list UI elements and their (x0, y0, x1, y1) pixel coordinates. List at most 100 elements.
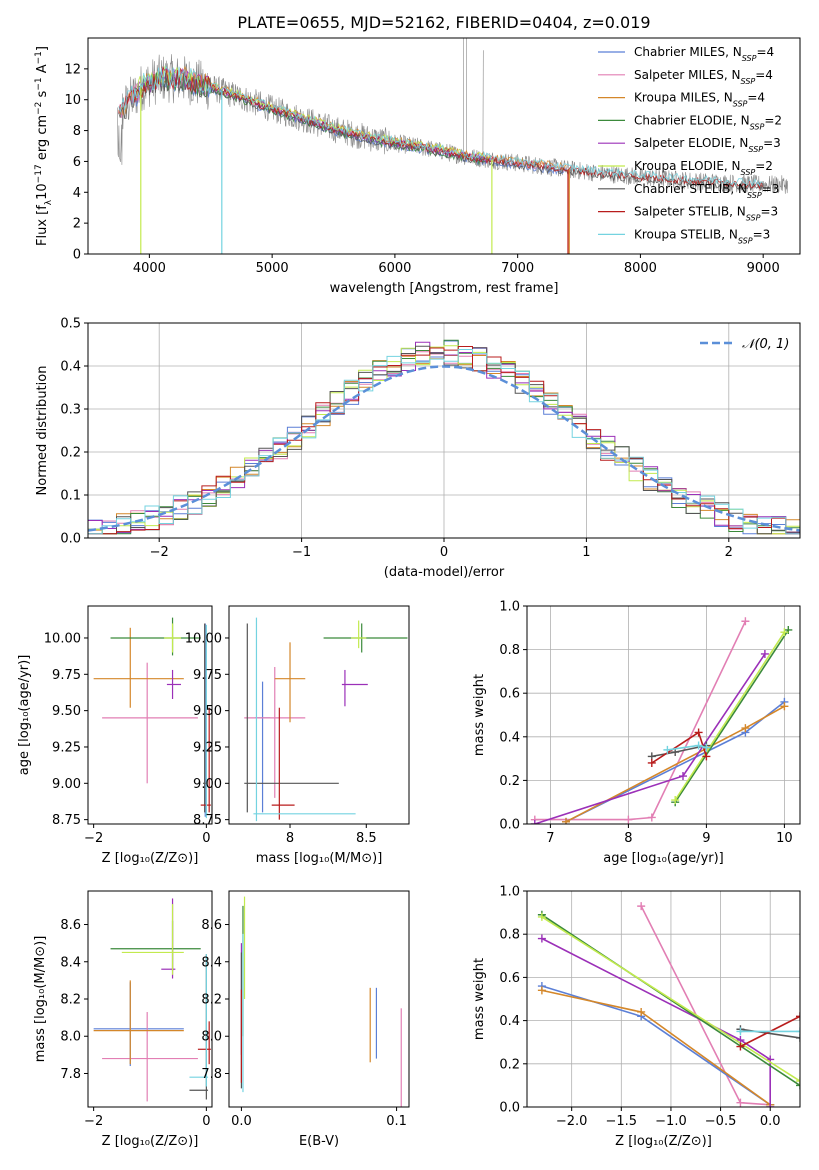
weight-line (534, 620, 747, 821)
legend-subscript: SSP (742, 54, 757, 63)
spectrum-panel: 4000 5000 6000 7000 8000 9000 0 2 4 6 8 10 12 wavelen… (34, 37, 801, 296)
y-tick-label: 0.1 (60, 489, 81, 504)
weight-marker (647, 813, 656, 822)
errorbar-salpeter-stelib (271, 707, 295, 820)
legend-subscript: SSP (741, 168, 756, 177)
model-spectrum-salpeter-stelib (118, 66, 763, 190)
model-spectrum-kroupa-stelib (118, 65, 763, 187)
legend-series-name: Chabrier MILES (634, 45, 725, 59)
legend-subscript: SSP (741, 76, 756, 85)
legend-series-name: Salpeter STELIB (634, 205, 729, 219)
y-tick-label: 0.4 (499, 1014, 520, 1029)
legend-subscript: SSP (746, 213, 761, 222)
y-tick-label: 8.6 (60, 918, 81, 933)
plot-area (244, 617, 408, 822)
y-tick-label: 9.50 (52, 704, 81, 719)
legend-series-name: Chabrier ELODIE (634, 113, 733, 127)
weight-line (640, 905, 771, 1106)
weight-line (541, 937, 771, 1107)
x-axis-label: mass [log₁₀(M/M⊙)] (256, 851, 383, 866)
legend-series-name: Salpeter ELODIE (634, 136, 732, 150)
errorbar-kroupa-stelib (205, 624, 208, 819)
x-axis-label: wavelength [Angstrom, rest frame] (330, 281, 559, 296)
legend-entry: Salpeter STELIB, NSSP=3 (634, 205, 778, 223)
y-tick-label: 0.0 (499, 818, 520, 833)
y-tick-label: 0.8 (499, 928, 520, 943)
x-tick-label: −2.0 (556, 1114, 588, 1129)
y-axis-label-part: Flux [f (35, 205, 50, 246)
plot-area (93, 898, 211, 1102)
errorbar-kroupa-elodie (121, 904, 184, 975)
weight-marker (694, 741, 703, 750)
legend-series-name: Kroupa ELODIE (634, 159, 724, 173)
legend-prefix: , N (724, 159, 741, 173)
errorbar-kroupa-stelib (189, 954, 209, 1087)
x-tick-label: −1.5 (606, 1114, 638, 1129)
x-tick-label: 0.1 (386, 1114, 407, 1129)
y-tick-label: 9.25 (52, 740, 81, 755)
y-tick-label: 8.0 (201, 1030, 222, 1045)
y-axis-label-part: 10 (35, 183, 50, 200)
axes-frame (87, 605, 213, 825)
weight-marker (679, 772, 687, 781)
legend-entry: Salpeter MILES, NSSP=4 (634, 68, 773, 86)
axes-frame (87, 890, 213, 1108)
y-tick-label: 0.2 (499, 1057, 520, 1072)
weight-series-kroupa-elodie (537, 912, 800, 1086)
weight-marker (766, 1103, 775, 1107)
legend-suffix: =2 (755, 159, 773, 173)
y-axis-label: mass [log₁₀(M/M⊙)] (33, 936, 48, 1063)
weight-line (674, 629, 789, 803)
legend-prefix: , N (729, 205, 746, 219)
x-tick-label: 9000 (747, 261, 780, 276)
y-tick-label: 0.6 (499, 971, 520, 986)
plot-area (88, 339, 800, 535)
legend-suffix: =2 (764, 113, 782, 127)
weight-series-salpeter-miles (637, 902, 775, 1107)
axes-frame (228, 890, 410, 1108)
histogram-salpeter-stelib (88, 346, 800, 535)
weight-series-kroupa-elodie (671, 628, 789, 805)
legend-series-name: Chabrier STELIB (634, 182, 730, 196)
mass-age-panel: 8 8.5 8.75 9.00 9.25 9.50 9.75 10.00 mass [log₁₀… (185, 605, 410, 866)
weight-marker (647, 758, 656, 767)
y-tick-label: 8 (73, 124, 81, 139)
y-tick-label: 8.75 (193, 813, 222, 828)
weight-series-salpeter-elodie (530, 649, 769, 824)
weight-marker (796, 1012, 800, 1021)
x-tick-label: 2 (725, 545, 733, 560)
x-tick-label: 0 (440, 545, 448, 560)
y-tick-label: 0.6 (499, 687, 520, 702)
legend-suffix: =4 (755, 68, 773, 82)
legend-entry: Salpeter ELODIE, NSSP=3 (634, 136, 781, 154)
y-tick-label: 1.0 (499, 885, 520, 900)
legend-prefix: , N (732, 136, 749, 150)
z-mass-panel: −2 0 7.8 8.0 8.2 8.4 8.6 Z [log₁₀(Z/Z⊙)] mass [l… (33, 890, 213, 1149)
errorbar-chabrier-elodie (110, 920, 201, 972)
weight-marker (760, 649, 769, 658)
y-tick-label: 9.00 (52, 777, 81, 792)
legend-suffix: =3 (763, 136, 781, 150)
x-axis-label: age [log₁₀(age/yr)] (603, 851, 724, 866)
errorbar-kroupa-miles (93, 980, 184, 1065)
errorbar-kroupa-stelib (253, 617, 356, 822)
axes-frame (526, 890, 801, 1108)
x-tick-label: −2 (150, 545, 169, 560)
errorbar-salpeter-miles (102, 662, 198, 784)
y-tick-label: 0.2 (60, 446, 81, 461)
errorbar-kroupa-elodie (164, 623, 181, 653)
x-tick-label: 1 (582, 545, 590, 560)
y-tick-label: 8.6 (201, 918, 222, 933)
weight-marker (741, 724, 750, 733)
x-tick-label: −2 (84, 831, 103, 846)
weight-series-kroupa-miles (562, 702, 789, 824)
x-tick-label: 8 (624, 831, 632, 846)
y-tick-label: 10 (64, 93, 81, 108)
y-axis-label-part: ] (35, 46, 50, 51)
legend-subscript: SSP (747, 190, 762, 199)
x-axis-label: Z [log₁₀(Z/Z⊙)] (615, 1134, 712, 1149)
weight-marker (537, 934, 546, 943)
legend-subscript: SSP (750, 122, 765, 131)
weight-marker (780, 628, 789, 637)
